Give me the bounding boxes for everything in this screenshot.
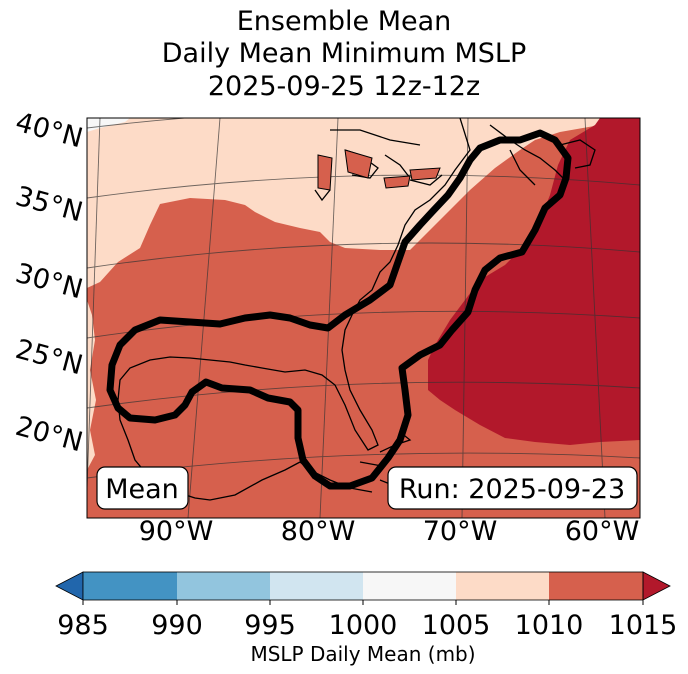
- contour-1010: [106, 129, 572, 490]
- lat-label: 25°N: [12, 334, 86, 382]
- lon-label: 90°W: [139, 516, 214, 547]
- title-line-2: Daily Mean Minimum MSLP: [161, 38, 527, 69]
- colorbar-label: MSLP Daily Mean (mb): [250, 642, 475, 666]
- run-label-box: [387, 466, 638, 510]
- colorbar-segment: [270, 572, 363, 600]
- lat-label: 35°N: [12, 181, 86, 229]
- colorbar-ticks: [82, 600, 644, 605]
- lat-label: 30°N: [12, 258, 86, 306]
- lat-label: 20°N: [12, 411, 86, 459]
- lon-label: 80°W: [281, 516, 356, 547]
- mean-label: Mean: [105, 474, 179, 505]
- colorbar-tick-label: 1005: [422, 610, 491, 641]
- colorbar-tick-label: 1010: [515, 610, 584, 641]
- colorbar-tick-label: 1015: [609, 610, 678, 641]
- fill-1000-1005-corner: [87, 118, 130, 132]
- colorbar-segment: [363, 572, 456, 600]
- map-panel: [87, 118, 640, 518]
- lat-label: 40°N: [12, 107, 86, 155]
- colorbar-segment: [456, 572, 549, 600]
- colorbar-extend-low: [55, 571, 84, 601]
- great-lakes: [317, 149, 441, 191]
- title-line-3: 2025-09-25 12z-12z: [207, 71, 481, 102]
- colorbar-tick-label: 990: [151, 610, 203, 641]
- colorbar-segment: [83, 572, 177, 600]
- lon-label: 60°W: [565, 516, 640, 547]
- colorbar-tick-label: 995: [244, 610, 296, 641]
- run-label: Run: 2025-09-23: [399, 474, 625, 505]
- title-line-1: Ensemble Mean: [236, 6, 452, 37]
- mean-label-box: [96, 466, 189, 510]
- map-frame: [86, 117, 641, 519]
- colorbar-tick-label: 1000: [329, 610, 398, 641]
- colorbar-tick-label: 985: [57, 610, 109, 641]
- colorbar-segment: [549, 572, 643, 600]
- lon-label: 70°W: [423, 516, 498, 547]
- colorbar-segment: [177, 572, 270, 600]
- fill-above-1015: [428, 118, 640, 445]
- colorbar: 985 990 995 1000 1005 1010 1015 MSLP Dai…: [55, 571, 678, 666]
- colorbar-extend-high: [642, 571, 671, 601]
